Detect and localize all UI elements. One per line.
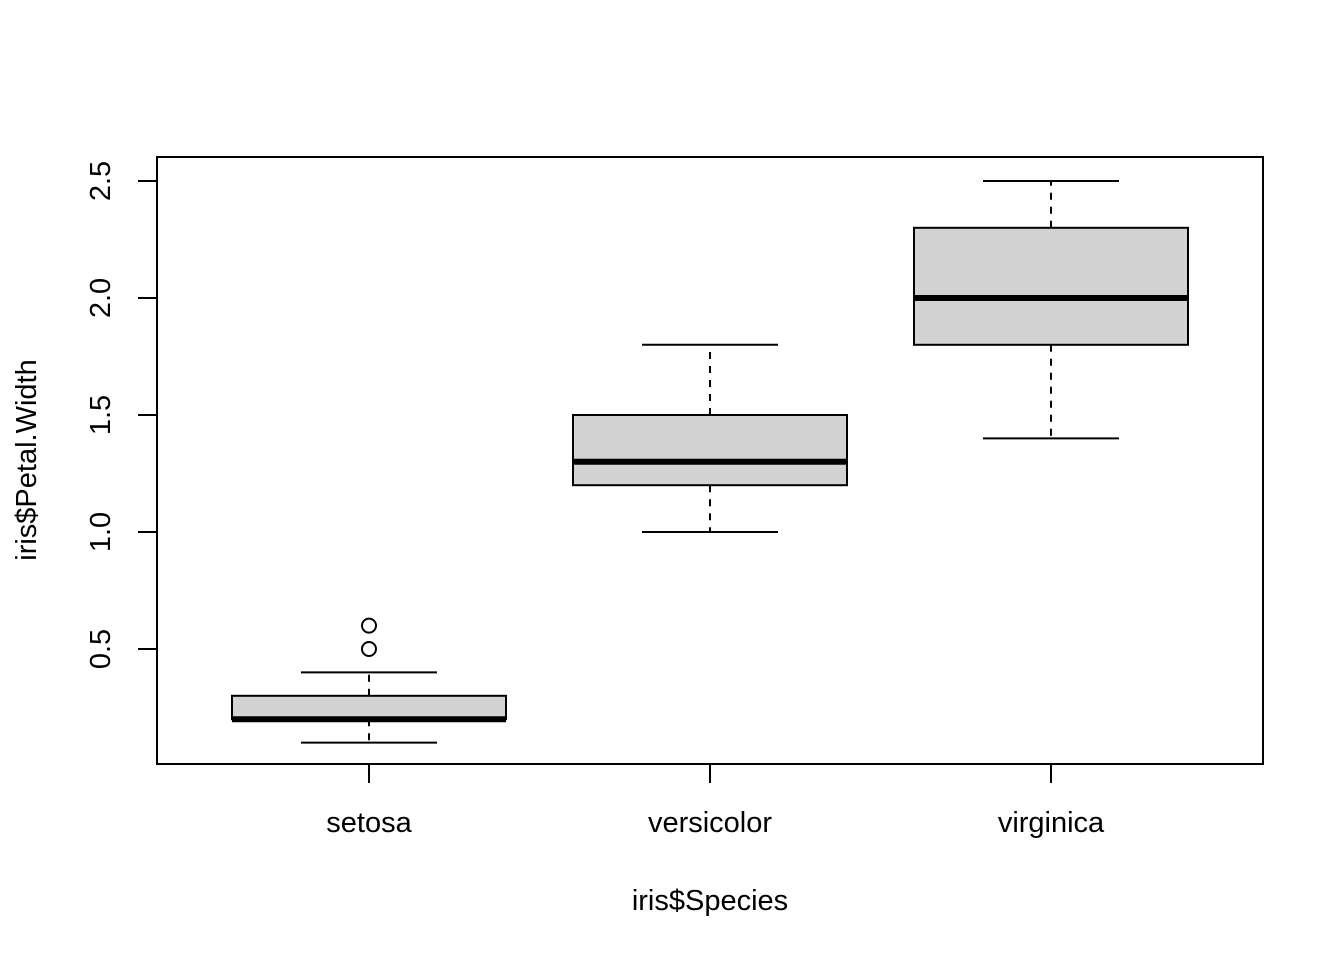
boxes-layer (231, 180, 1189, 744)
outlier-point (361, 617, 377, 634)
y-tick-label: 0.5 (85, 629, 117, 669)
x-axis: setosa versicolor virginica (326, 764, 1105, 839)
x-tick-label-versicolor: versicolor (648, 807, 772, 839)
y-tick-label: 2.0 (85, 278, 117, 318)
x-axis-label: iris$Species (632, 885, 788, 917)
y-tick-label: 1.5 (85, 395, 117, 435)
y-axis-label: iris$Petal.Width (11, 359, 43, 560)
x-tick-label-virginica: virginica (998, 807, 1105, 839)
box-virginica (913, 180, 1189, 440)
y-tick-label: 1.0 (85, 512, 117, 552)
x-tick-label-setosa: setosa (326, 807, 412, 839)
y-axis: 0.5 1.0 1.5 2.0 2.5 (85, 161, 158, 669)
y-tick-label: 2.5 (85, 161, 117, 201)
iqr-box (231, 694, 507, 721)
iqr-box (572, 414, 848, 487)
box-versicolor (572, 343, 848, 533)
iqr-box (913, 226, 1189, 346)
box-setosa (231, 617, 507, 744)
outlier-point (361, 641, 377, 657)
